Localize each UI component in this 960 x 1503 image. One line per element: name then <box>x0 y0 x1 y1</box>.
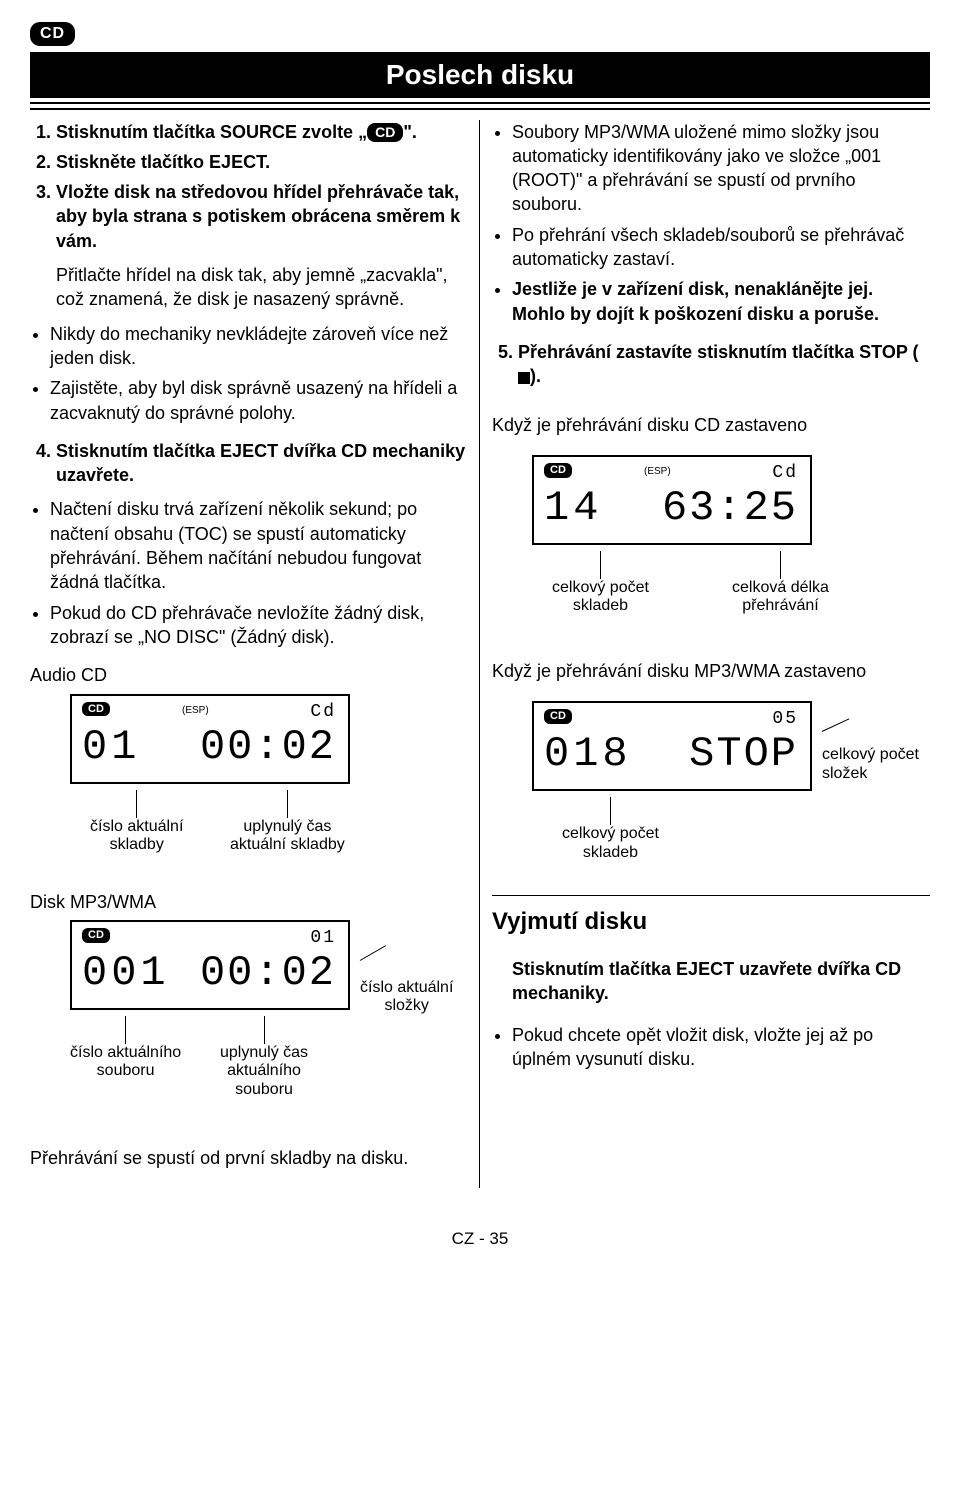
step-1: Stisknutím tlačítka SOURCE zvolte „CD". <box>56 120 467 144</box>
eject-heading: Vyjmutí disku <box>492 906 930 938</box>
display3-time: 63:25 <box>662 480 798 537</box>
display2-cd-icon: CD <box>82 928 110 943</box>
step-5: Přehrávání zastavíte stisknutím tlačítka… <box>518 340 930 389</box>
callout1-right: uplynulý časaktuální skladby <box>230 818 345 855</box>
display4-cd-icon: CD <box>544 709 572 724</box>
display1-esp: (ESP) <box>182 704 209 718</box>
eject-bullet: Pokud chcete opět vložit disk, vložte je… <box>512 1023 930 1072</box>
stop-icon <box>518 372 530 384</box>
callout4-right: celkový početsložek <box>822 746 919 783</box>
callout1-left: číslo aktuálnískladby <box>90 818 183 855</box>
r-bullet-1: Soubory MP3/WMA uložené mimo složky jsou… <box>512 120 930 217</box>
display3-esp: (ESP) <box>644 465 671 479</box>
right-column: Soubory MP3/WMA uložené mimo složky jsou… <box>480 120 930 1189</box>
page-title: Poslech disku <box>386 56 574 94</box>
callout3-right: celková délkapřehrávání <box>732 579 829 616</box>
display3-tracks: 14 <box>544 480 602 537</box>
display1-cd-icon: CD <box>82 702 110 717</box>
callout2-mid: uplynulý časaktuálníhosouboru <box>220 1044 308 1099</box>
r-bullet-2: Po přehrání všech skladeb/souborů se pře… <box>512 223 930 272</box>
display2-time: 00:02 <box>200 945 336 1002</box>
display1-time: 00:02 <box>200 719 336 776</box>
title-bar: Poslech disku <box>30 52 930 98</box>
step-4: Stisknutím tlačítka EJECT dvířka CD mech… <box>56 439 467 488</box>
mp3-label: Disk MP3/WMA <box>30 890 467 914</box>
stopped-cd-label: Když je přehrávání disku CD zastaveno <box>492 413 930 437</box>
divider <box>492 895 930 896</box>
bullet-b1: Načtení disku trvá zařízení několik seku… <box>50 497 467 594</box>
display2-file: 001 <box>82 945 170 1002</box>
display-audio-cd: CD (ESP) Cd 01 00:02 <box>70 694 350 784</box>
display3-cd-icon: CD <box>544 463 572 478</box>
step-2: Stiskněte tlačítko EJECT. <box>56 150 467 174</box>
bullet-b2: Pokud do CD přehrávače nevložíte žádný d… <box>50 601 467 650</box>
callout2-right: číslo aktuálnísložky <box>360 979 453 1016</box>
callout2-left: číslo aktuálníhosouboru <box>70 1044 181 1081</box>
display-mp3: CD 01 001 00:02 <box>70 920 350 1010</box>
callout3-left: celkový početskladeb <box>552 579 649 616</box>
cd-icon: CD <box>367 123 403 142</box>
title-underline <box>30 102 930 110</box>
left-column: Stisknutím tlačítka SOURCE zvolte „CD". … <box>30 120 480 1189</box>
bullet-a2: Zajistěte, aby byl disk správně usazený … <box>50 376 467 425</box>
step3-followup: Přitlačte hřídel na disk tak, aby jemně … <box>56 263 467 312</box>
cd-badge-top: CD <box>30 22 75 46</box>
audio-cd-label: Audio CD <box>30 663 467 687</box>
r-bullet-bold: Jestliže je v zařízení disk, nenaklánějt… <box>512 277 930 326</box>
display-cd-stopped: CD (ESP) Cd 14 63:25 <box>532 455 812 545</box>
step-3: Vložte disk na středovou hřídel přehráva… <box>56 180 467 253</box>
display4-stop: STOP <box>689 726 798 783</box>
display-mp3-stopped: CD 05 018 STOP <box>532 701 812 791</box>
display1-track: 01 <box>82 719 140 776</box>
eject-bold: Stisknutím tlačítka EJECT uzavřete dvířk… <box>512 957 930 1006</box>
callout4-left: celkový početskladeb <box>562 825 659 862</box>
bullet-a1: Nikdy do mechaniky nevkládejte zároveň v… <box>50 322 467 371</box>
page-footer: CZ - 35 <box>30 1228 930 1251</box>
display4-tracks: 018 <box>544 726 632 783</box>
stopped-mp3-label: Když je přehrávání disku MP3/WMA zastave… <box>492 659 930 683</box>
left-bottom-line: Přehrávání se spustí od první skladby na… <box>30 1146 467 1170</box>
